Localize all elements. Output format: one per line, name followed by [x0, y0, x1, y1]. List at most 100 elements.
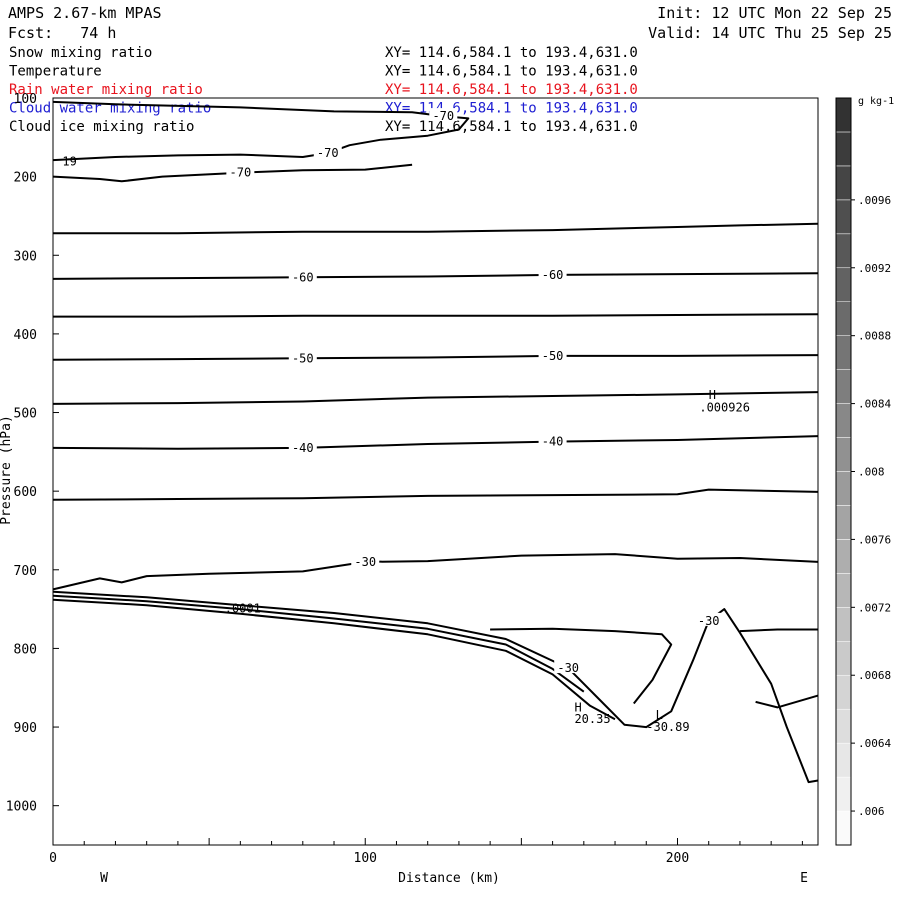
colorbar-segment [835, 335, 852, 370]
colorbar-tick-label: .0072 [858, 601, 891, 614]
contour-lines [52, 100, 819, 784]
contour-label-bg [288, 350, 317, 364]
contour-label: -60 [542, 268, 564, 282]
colorbar-segment [835, 165, 852, 201]
contour-label: -60 [292, 270, 314, 284]
contour-line [52, 391, 819, 405]
y-tick-label: 600 [14, 485, 37, 500]
contour-line [52, 598, 616, 721]
colorbar-segment [835, 437, 852, 472]
colorbar-segment [835, 267, 852, 302]
x-tick-label: 100 [354, 851, 377, 866]
forecast-hour: Fcst: 74 h [8, 24, 116, 42]
colorbar-segment [835, 301, 852, 336]
contour-line [53, 313, 819, 318]
colorbar-segment [835, 539, 852, 574]
contour-label-bg [538, 433, 567, 447]
colorbar-segment [835, 505, 852, 540]
plot-annotation: .000926 [699, 401, 750, 415]
y-tick-label: 300 [14, 249, 37, 264]
contour-line [52, 590, 819, 784]
contour-label: -40 [542, 435, 564, 449]
plot-annotation: H [574, 700, 581, 714]
contour-label: -30 [354, 555, 376, 569]
contour-label-bg [288, 269, 317, 283]
contour-label: -50 [542, 349, 564, 363]
model-title: AMPS 2.67-km MPAS [8, 4, 162, 22]
contour-line [52, 594, 585, 693]
colorbar-segment [835, 573, 852, 608]
field-xy-range: XY= 114.6,584.1 to 193.4,631.0 [385, 64, 638, 80]
contour-label: -40 [292, 441, 314, 455]
plot-annotation: L [656, 708, 663, 722]
y-tick-label: 700 [14, 564, 37, 579]
colorbar-segment [835, 742, 852, 778]
contour-line [52, 163, 413, 183]
contour-label-bg [429, 108, 458, 122]
contour-label: -50 [292, 351, 314, 365]
plot-annotation: H [709, 388, 716, 402]
contour-line [739, 628, 818, 633]
west-label: W [100, 871, 108, 886]
contour-label-bg [538, 347, 567, 361]
field-list: Snow mixing ratio XY= 114.6,584.1 to 193.… [9, 45, 638, 135]
colorbar-segment [835, 776, 852, 812]
y-axis-label: Pressure (hPa) [0, 415, 14, 525]
colorbar-tick-label: .0064 [858, 737, 891, 750]
contour-label-bg [288, 439, 317, 453]
colorbar-tick-label: .006 [858, 805, 885, 818]
contour-line [490, 627, 673, 705]
contour-label-bg [538, 266, 567, 280]
x-tick-label: 200 [666, 851, 689, 866]
colorbar-tick-label: .0076 [858, 533, 891, 546]
contour-label: -70 [317, 146, 339, 160]
colorbar-segment [835, 674, 852, 710]
y-tick-label: 400 [14, 328, 37, 343]
contour-label: -70 [230, 166, 252, 180]
colorbar-tick-label: .008 [858, 466, 885, 479]
field-xy-range: XY= 114.6,584.1 to 193.4,631.0 [385, 45, 638, 61]
contour-label-bg [351, 553, 380, 567]
plot-frame [52, 97, 819, 846]
contour-line [52, 435, 819, 450]
y-tick-label: 200 [14, 171, 37, 186]
east-label: E [800, 871, 808, 886]
colorbar-tick-label: .0068 [858, 669, 891, 682]
colorbar-segment [835, 199, 852, 235]
colorbar-segment [835, 403, 852, 438]
field-name: Rain water mixing ratio [9, 82, 203, 98]
y-tick-label: 500 [14, 407, 37, 422]
colorbar-segment [835, 641, 852, 676]
y-axis: 100 200 300 400 500 600 700 800 900 1000 [6, 92, 59, 815]
colorbar-unit: g kg-1 [858, 96, 894, 107]
contour-label: -30 [698, 614, 720, 628]
colorbar-segment [835, 131, 852, 167]
colorbar-segment [835, 607, 852, 642]
colorbar-tick-label: .0088 [858, 330, 891, 343]
x-tick-label: 0 [49, 851, 57, 866]
contour-line [52, 272, 819, 280]
plot-annotation: -30.89 [646, 720, 689, 734]
init-time: Init: 12 UTC Mon 22 Sep 25 [657, 4, 892, 22]
y-tick-label: 100 [14, 92, 37, 107]
field-name: Temperature [9, 64, 102, 80]
colorbar-tick-label: .0096 [858, 194, 891, 207]
plot-annotation: 19 [62, 155, 76, 169]
contour-label-bg [313, 145, 342, 159]
field-xy-range: XY= 114.6,584.1 to 193.4,631.0 [385, 119, 638, 135]
colorbar-segment [835, 708, 852, 744]
field-name: Snow mixing ratio [9, 45, 152, 61]
field-xy-range: XY= 114.6,584.1 to 193.4,631.0 [385, 82, 638, 98]
plot-annotation: .0001 [225, 601, 261, 615]
contour-labels: -70 -70 -70 -60 -60 -50 -50 -40 -40 -30 -30 -30 [226, 108, 723, 675]
field-name: Cloud water mixing ratio [9, 101, 211, 117]
field-name: Cloud ice mixing ratio [9, 119, 194, 135]
contour-line [52, 354, 819, 361]
y-tick-label: 1000 [6, 800, 37, 815]
colorbar-segment [835, 369, 852, 404]
contour-label-bg [226, 164, 255, 178]
plot-annotation: 20.35 [574, 712, 610, 726]
contour-line [52, 100, 470, 162]
